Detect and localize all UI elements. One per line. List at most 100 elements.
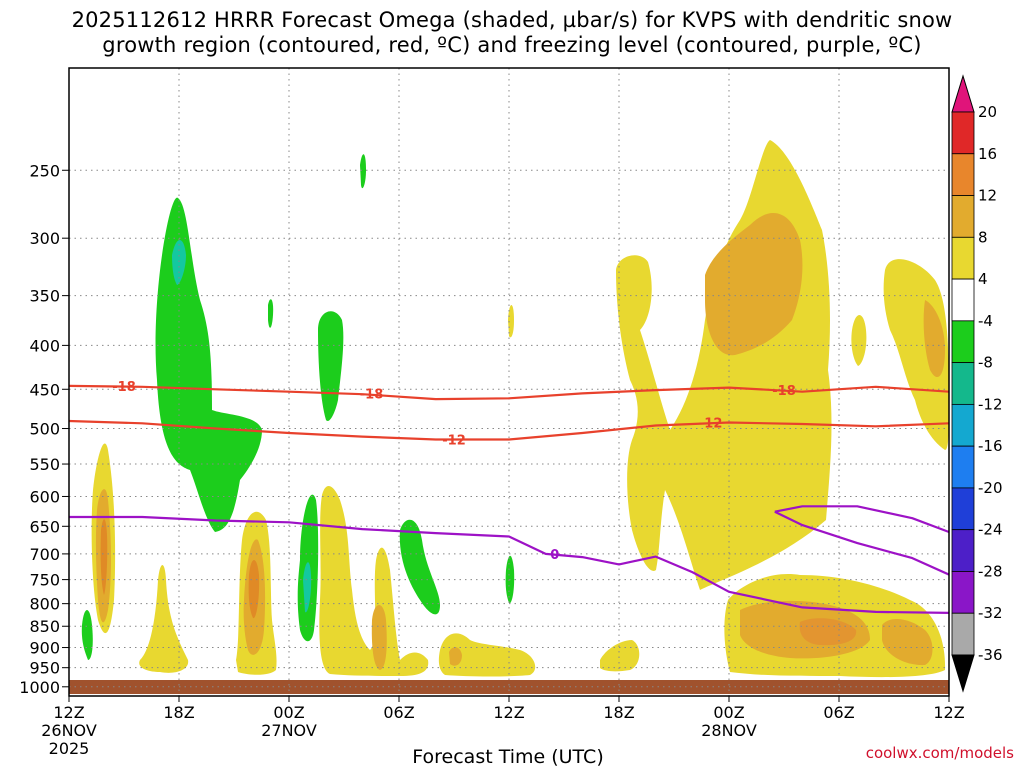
omega-orange-region [100, 519, 108, 595]
y-tick-label: 650 [29, 517, 60, 536]
x-tick-label: 12Z [493, 703, 524, 722]
freezing-level-line [69, 515, 949, 614]
y-tick-label: 850 [29, 617, 60, 636]
dgz-contour-line [69, 419, 949, 441]
omega-green-region [268, 299, 274, 328]
y-tick-label: 500 [29, 420, 60, 439]
dgz-contour-line [69, 384, 949, 401]
colorbar-label: -36 [978, 646, 1003, 664]
x-tick-year-label: 2025 [49, 739, 90, 758]
omega-green-region [81, 610, 93, 660]
y-tick-label: 250 [29, 161, 60, 180]
omega-teal-region [303, 562, 312, 613]
omega-yellow-region [438, 633, 536, 677]
plot-frame [68, 67, 950, 697]
colorbar-segment [951, 278, 975, 322]
x-tick-date-label: 28NOV [701, 721, 757, 740]
omega-yellow-region [139, 565, 189, 673]
y-tick-label: 750 [29, 571, 60, 590]
omega-gold-region [371, 605, 387, 670]
omega-teal-region [172, 240, 186, 285]
colorbar-segment [951, 403, 975, 447]
y-tick-label: 950 [29, 659, 60, 678]
x-tick-label: 18Z [163, 703, 194, 722]
x-tick-date-label: 26NOV [41, 721, 97, 740]
axes: 250 300 350 400 450 500 550 600 650 700 750 800 850 9… [19, 161, 964, 758]
omega-orange-region [799, 618, 857, 646]
omega-green-region [360, 154, 366, 189]
colorbar-segment [951, 487, 975, 531]
y-tick-label: 450 [29, 380, 60, 399]
x-tick-label: 12Z [933, 703, 964, 722]
y-tick-label: 600 [29, 487, 60, 506]
y-tick-label: 700 [29, 545, 60, 564]
colorbar-label: -20 [978, 479, 1003, 497]
x-tick-label: 18Z [603, 703, 634, 722]
y-tick-label: 300 [29, 229, 60, 248]
y-tick-label: 800 [29, 595, 60, 614]
x-axis-label: Forecast Time (UTC) [412, 746, 604, 768]
colorbar: 20 16 12 8 4 -4 -8 -12 -16 -20 -24 -28 -32 -36 [951, 74, 1003, 693]
x-tick-date-label: 27NOV [261, 721, 317, 740]
colorbar-segment [951, 111, 975, 155]
omega-green-region [399, 519, 440, 615]
colorbar-label: -4 [978, 312, 993, 330]
colorbar-segment [951, 236, 975, 280]
contour-lines: -18 -18 -18 -12 -12 0 [69, 380, 949, 614]
colorbar-label: 20 [978, 103, 997, 121]
colorbar-segment [951, 320, 975, 364]
y-tick-label: 400 [29, 336, 60, 355]
chart-title-line1: 2025112612 HRRR Forecast Omega (shaded, … [71, 8, 953, 32]
x-tick-label: 12Z [53, 703, 84, 722]
colorbar-label: -16 [978, 437, 1003, 455]
freezing-level-label: 0 [550, 548, 559, 563]
omega-yellow-region [600, 640, 640, 672]
colorbar-label: 16 [978, 145, 997, 163]
colorbar-label: -8 [978, 354, 993, 372]
colorbar-segment [951, 195, 975, 238]
dgz-contour-label: -18 [360, 387, 384, 402]
dgz-contour-label: -18 [772, 384, 796, 399]
colorbar-segment [951, 362, 975, 405]
colorbar-segment [951, 445, 975, 489]
x-tick-label: 06Z [823, 703, 854, 722]
omega-gold-region [882, 618, 933, 666]
dgz-contour-label: -18 [112, 380, 136, 395]
freezing-level-line [774, 505, 949, 534]
colorbar-label: 12 [978, 187, 997, 205]
credit-link[interactable]: coolwx.com/models [865, 744, 1014, 762]
colorbar-bottom-arrow [951, 654, 975, 693]
chart-title: 2025112612 HRRR Forecast Omega (shaded, … [0, 8, 1024, 58]
x-tick-label: 06Z [383, 703, 414, 722]
colorbar-label: -28 [978, 562, 1003, 580]
colorbar-label: -12 [978, 395, 1003, 413]
colorbar-label: -32 [978, 604, 1003, 622]
y-tick-label: 550 [29, 455, 60, 474]
chart-title-line2: growth region (contoured, red, ºC) and f… [102, 33, 922, 57]
omega-green-region [318, 311, 344, 421]
dgz-contour-label: -12 [699, 417, 723, 432]
colorbar-segment [951, 529, 975, 572]
dgz-contour-label: -12 [442, 434, 466, 449]
x-tick-label: 00Z [713, 703, 744, 722]
colorbar-top-arrow [951, 74, 975, 113]
omega-gold-region [923, 300, 945, 378]
colorbar-label: -24 [978, 521, 1003, 539]
omega-shading [81, 140, 949, 678]
y-tick-label: 1000 [19, 678, 60, 697]
omega-gold-region [705, 213, 803, 356]
omega-gold-region [449, 647, 462, 666]
omega-yellow-region [851, 315, 867, 366]
freezing-level-line [774, 510, 949, 576]
y-tick-label: 900 [29, 639, 60, 658]
y-tick-label: 350 [29, 287, 60, 306]
grid-lines [69, 68, 949, 696]
omega-yellow-region [319, 485, 429, 676]
colorbar-segment [951, 571, 975, 614]
omega-yellow-region [508, 305, 514, 338]
colorbar-label: 8 [978, 228, 988, 246]
x-tick-label: 00Z [273, 703, 304, 722]
colorbar-segment [951, 153, 975, 196]
omega-green-region [155, 197, 262, 532]
